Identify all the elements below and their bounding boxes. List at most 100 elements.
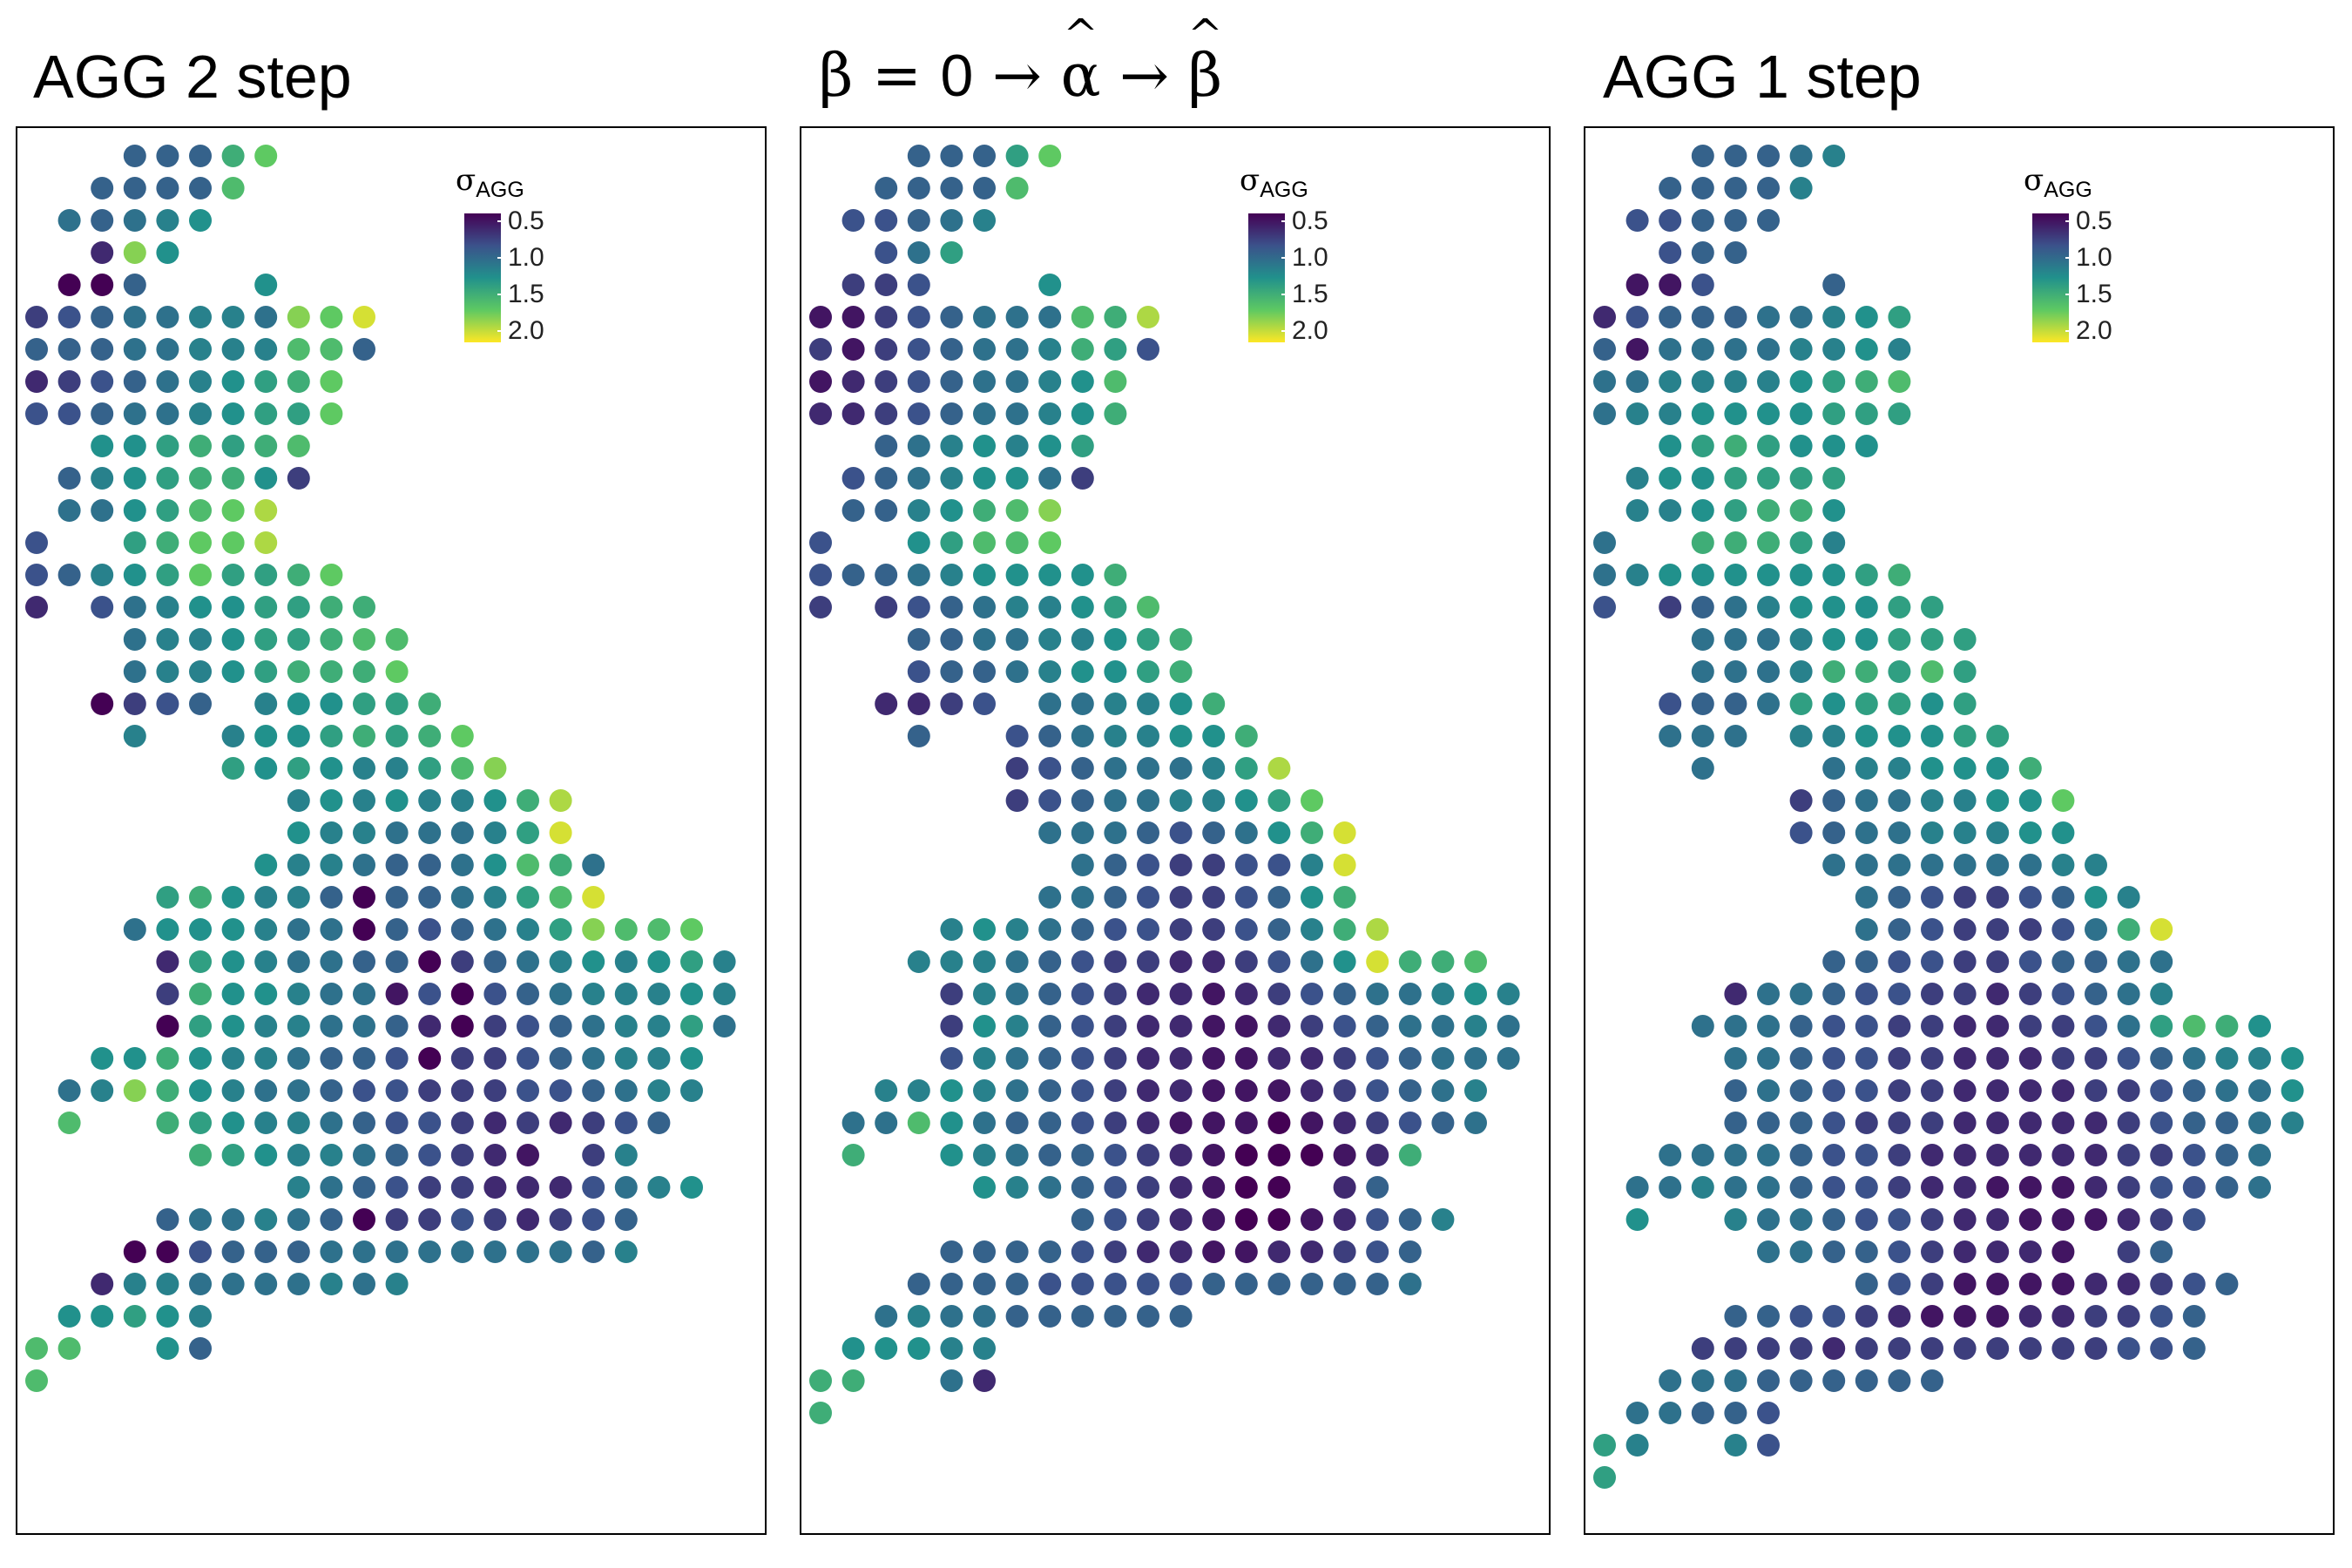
data-point: [1333, 886, 1356, 909]
panel-1: σAGG 0.5 1.0 1.5 2.0: [16, 126, 767, 1535]
data-point: [221, 660, 245, 683]
data-point: [2085, 1337, 2107, 1360]
data-point: [1986, 983, 2010, 1005]
data-point: [1169, 1047, 1193, 1070]
data-point: [875, 435, 898, 457]
data-point: [1855, 789, 1878, 812]
data-point: [841, 1112, 865, 1134]
data-point: [254, 693, 278, 715]
data-point: [1497, 1047, 1520, 1070]
data-point: [1789, 660, 1813, 683]
data-point: [973, 145, 996, 167]
data-point: [2117, 1144, 2140, 1166]
data-point: [1104, 1208, 1127, 1231]
data-point: [582, 950, 605, 973]
data-point: [320, 854, 343, 876]
data-point: [1366, 1240, 1389, 1263]
data-point: [1659, 241, 1682, 264]
data-point: [1333, 983, 1356, 1005]
data-point: [1104, 821, 1127, 844]
data-point: [156, 435, 179, 457]
data-point: [907, 1305, 930, 1328]
data-point: [2051, 1144, 2075, 1166]
data-point: [1038, 1079, 1062, 1102]
data-point: [221, 1144, 245, 1166]
data-point: [1234, 1015, 1258, 1037]
data-point: [1202, 886, 1226, 909]
data-point: [1888, 1305, 1911, 1328]
data-point: [1104, 628, 1127, 651]
data-point: [940, 177, 963, 199]
data-point: [582, 1079, 605, 1102]
data-point: [1169, 1273, 1193, 1295]
data-point: [1333, 1047, 1356, 1070]
data-point: [1757, 177, 1780, 199]
data-point: [1038, 693, 1062, 715]
data-point: [1464, 1015, 1487, 1037]
data-point: [91, 274, 114, 296]
data-point: [2051, 886, 2075, 909]
data-point: [973, 983, 996, 1005]
data-point: [1691, 177, 1714, 199]
data-point: [1005, 1079, 1029, 1102]
data-point: [1888, 950, 1911, 973]
data-point: [1038, 1176, 1062, 1199]
legend-title: σAGG: [1240, 163, 1308, 202]
data-point: [1855, 402, 1878, 425]
data-point: [254, 306, 278, 328]
data-point: [189, 918, 212, 941]
data-point: [647, 950, 671, 973]
data-point: [1757, 564, 1780, 586]
data-point: [450, 983, 474, 1005]
data-point: [940, 370, 963, 393]
data-point: [1038, 1305, 1062, 1328]
data-point: [2085, 1015, 2107, 1037]
data-point: [123, 660, 146, 683]
data-point: [907, 499, 930, 522]
data-point: [1724, 241, 1747, 264]
data-point: [1137, 1144, 1159, 1166]
data-point: [254, 274, 278, 296]
data-point: [1953, 1144, 1977, 1166]
data-point: [1625, 338, 1649, 361]
data-point: [940, 1305, 963, 1328]
data-point: [483, 854, 507, 876]
data-point: [483, 983, 507, 1005]
data-point: [189, 531, 212, 554]
data-point: [582, 1112, 605, 1134]
data-point: [320, 660, 343, 683]
data-point: [2215, 1015, 2239, 1037]
data-point: [320, 1112, 343, 1134]
data-point: [123, 370, 146, 393]
data-point: [123, 338, 146, 361]
data-point: [907, 950, 930, 973]
data-point: [1625, 1208, 1649, 1231]
data-point: [2150, 1337, 2173, 1360]
data-point: [2051, 983, 2075, 1005]
data-point: [940, 1240, 963, 1263]
data-point: [1202, 983, 1226, 1005]
data-point: [57, 209, 81, 232]
data-point: [353, 1079, 375, 1102]
data-point: [1104, 983, 1127, 1005]
data-point: [2085, 1208, 2107, 1231]
data-point: [450, 1240, 474, 1263]
data-point: [287, 660, 310, 683]
data-point: [1888, 1144, 1911, 1166]
data-point: [1038, 918, 1062, 941]
data-point: [1431, 1079, 1455, 1102]
data-point: [1822, 402, 1846, 425]
data-point: [156, 1079, 179, 1102]
data-point: [123, 1273, 146, 1295]
data-point: [1071, 789, 1094, 812]
data-point: [1333, 1079, 1356, 1102]
data-point: [385, 821, 409, 844]
data-point: [2117, 1305, 2140, 1328]
data-point: [2117, 1337, 2140, 1360]
data-point: [1169, 1240, 1193, 1263]
data-point: [1986, 789, 2010, 812]
data-point: [1789, 789, 1813, 812]
data-point: [1464, 1079, 1487, 1102]
data-point: [254, 1047, 278, 1070]
data-point: [1202, 1208, 1226, 1231]
